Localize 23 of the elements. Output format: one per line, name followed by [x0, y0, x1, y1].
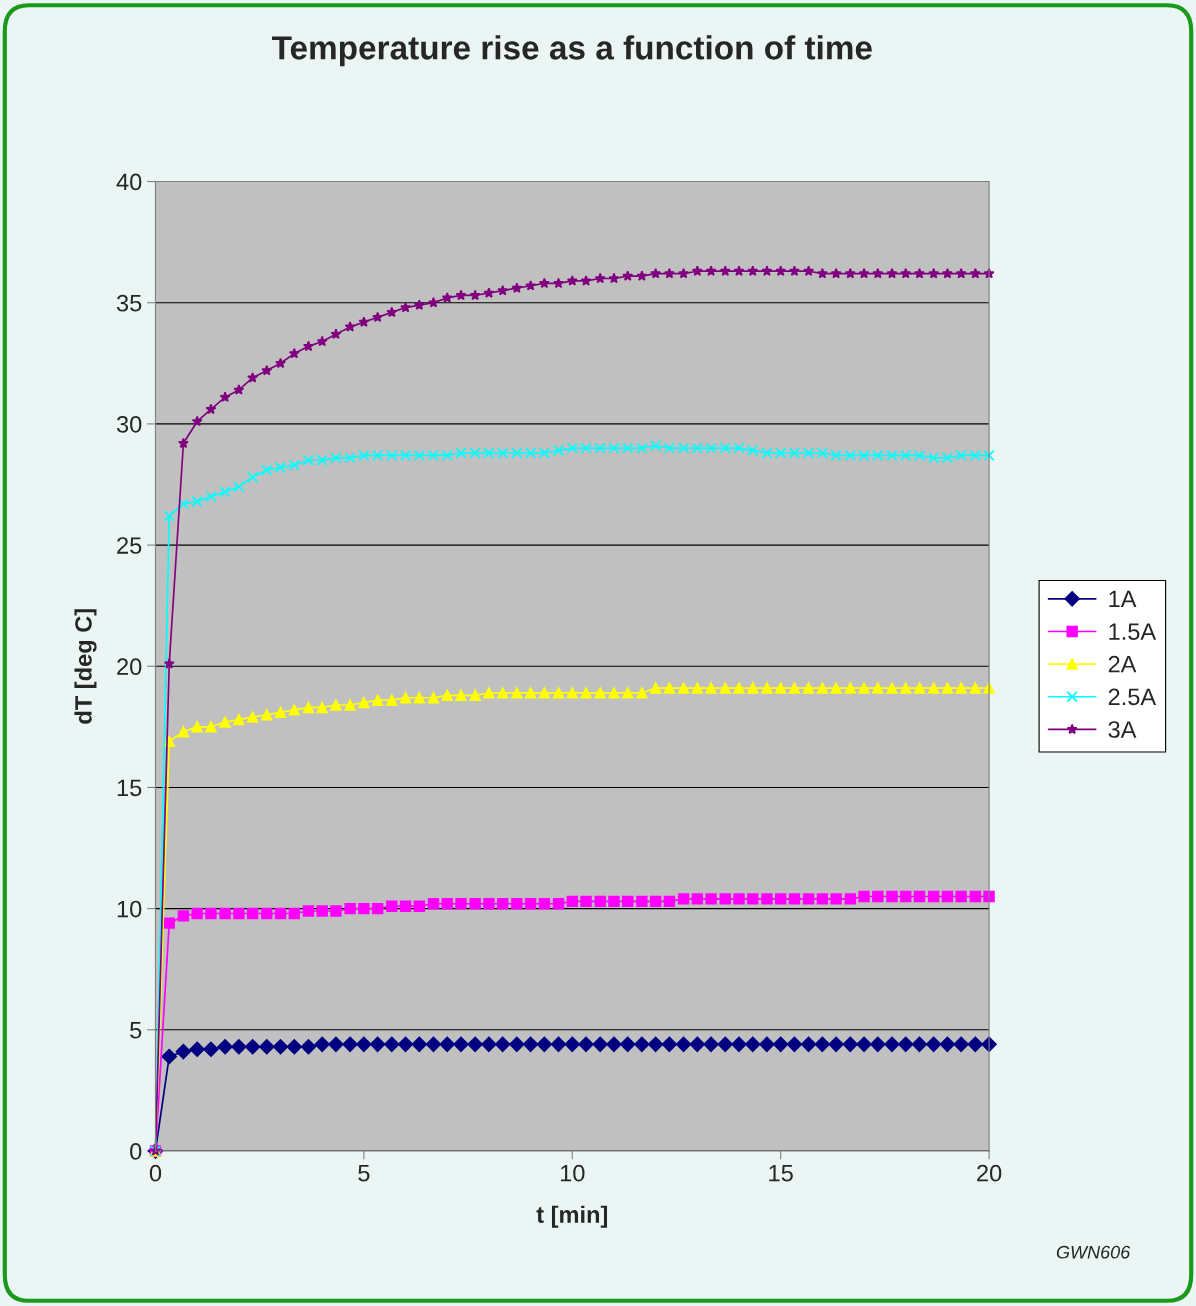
y-tick-label: 10 [117, 900, 142, 918]
x-axis-title: t [min] [536, 1205, 608, 1228]
legend-label: 3A [1108, 721, 1137, 738]
x-tick-label: 15 [769, 1165, 793, 1182]
chart-title: Temperature rise as a function of time [271, 35, 872, 67]
y-tick-label: 25 [117, 537, 142, 554]
legend-label: 1.5A [1109, 623, 1157, 640]
x-tick-label: 10 [560, 1164, 585, 1182]
y-axis-title: dT [deg C] [74, 609, 97, 724]
legend-label: 2.5A [1108, 688, 1157, 706]
x-tick-label: 5 [358, 1165, 370, 1182]
text: GWN606 [1056, 1245, 1131, 1259]
y-tick-label: 0 [130, 1143, 142, 1160]
y-tick-label: 15 [117, 779, 142, 797]
y-tick-label: 30 [116, 415, 142, 433]
y-tick-label: 40 [116, 173, 142, 191]
y-tick-label: 20 [117, 658, 142, 676]
x-tick-label: 0 [149, 1164, 162, 1182]
x-tick-label: 20 [977, 1164, 1002, 1182]
legend-label: 2A [1108, 655, 1137, 673]
y-tick-label: 5 [130, 1022, 142, 1039]
y-tick-label: 35 [116, 294, 142, 312]
legend-label: 1A [1109, 590, 1137, 608]
